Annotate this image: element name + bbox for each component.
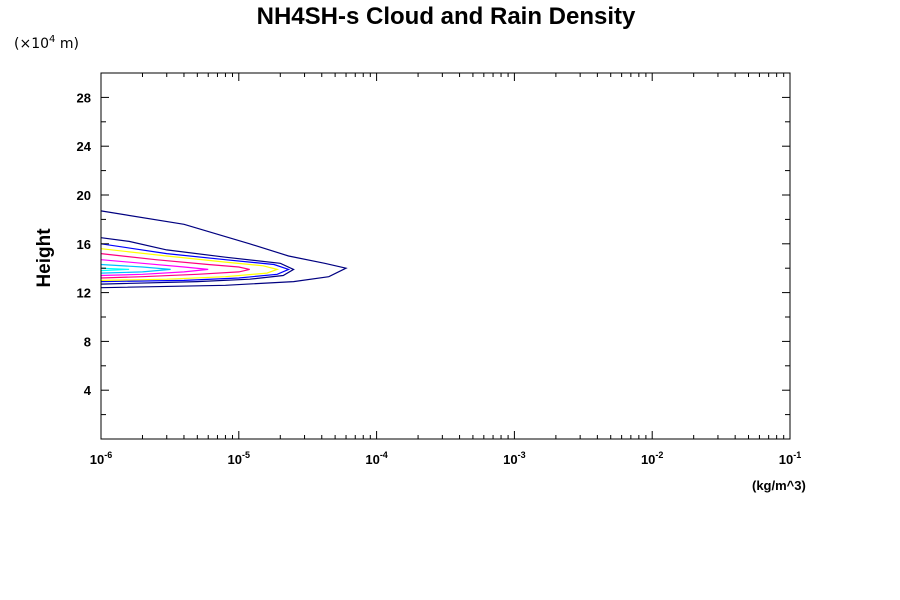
y-scale-unit: m): [55, 36, 79, 52]
x-tick-exponent: -5: [242, 450, 250, 460]
x-tick-exponent: -3: [518, 450, 526, 460]
contour-line-6: [100, 259, 209, 277]
y-scale-exponent: 4: [49, 34, 55, 45]
x-tick-label: 10-1: [779, 450, 801, 467]
y-scale-label: (×104 m): [14, 34, 79, 52]
y-tick-label: 20: [77, 188, 91, 203]
contour-layer: [100, 210, 348, 289]
y-tick-label: 28: [77, 90, 91, 105]
contour-line-4: [100, 248, 280, 281]
plot-frame: [100, 72, 791, 440]
y-tick-label: 12: [77, 286, 91, 301]
x-tick-base: 10: [228, 452, 242, 467]
x-tick-base: 10: [90, 452, 104, 467]
y-tick-label: 4: [84, 383, 92, 398]
chart-title: NH4SH-s Cloud and Rain Density: [257, 3, 636, 30]
x-tick-label: 10-2: [641, 450, 663, 467]
contour-line-3: [100, 243, 291, 283]
x-tick-exponent: -4: [380, 450, 388, 460]
contour-line-2: [100, 237, 295, 285]
y-axis-title: Height: [34, 228, 55, 288]
y-tick-label: 24: [77, 139, 92, 154]
x-tick-exponent: -2: [655, 450, 663, 460]
x-tick-base: 10: [365, 452, 379, 467]
y-tick-label: 16: [77, 237, 91, 252]
x-tick-exponent: -6: [104, 450, 112, 460]
contour-line-7: [100, 263, 171, 274]
y-scale-prefix: (×10: [14, 36, 49, 52]
x-axis-unit: (kg/m^3): [752, 478, 806, 493]
x-tick-label: 10-5: [228, 450, 250, 467]
x-tick-exponent: -1: [793, 450, 801, 460]
x-tick-label: 10-3: [503, 450, 525, 467]
x-tick-base: 10: [503, 452, 517, 467]
x-tick-label: 10-6: [90, 450, 112, 467]
y-tick-label: 8: [84, 334, 91, 349]
contour-line-1: [100, 210, 348, 289]
x-tick-label: 10-4: [365, 450, 387, 467]
contour-line-8: [100, 267, 130, 272]
contour-line-5: [100, 253, 250, 279]
x-tick-base: 10: [641, 452, 655, 467]
x-tick-base: 10: [779, 452, 793, 467]
